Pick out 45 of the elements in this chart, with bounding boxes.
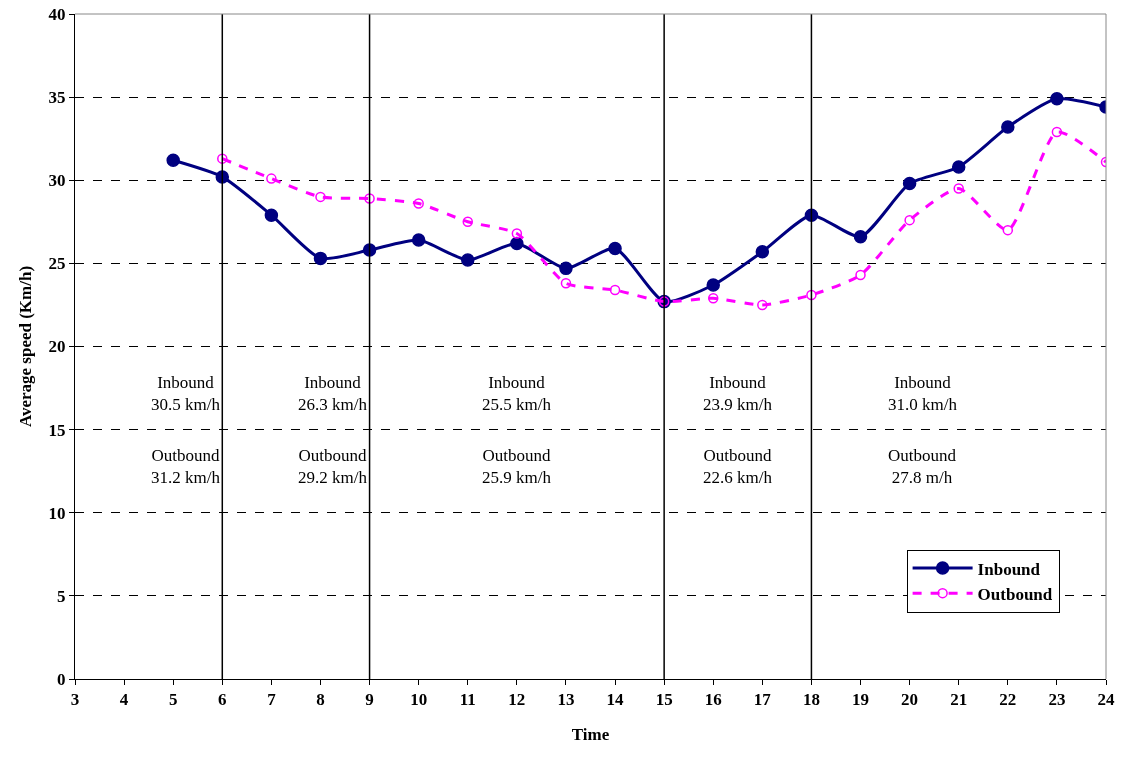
x-tick-label: 6 — [218, 690, 227, 710]
x-tick-label: 14 — [606, 690, 625, 710]
x-tick-label: 22 — [999, 690, 1017, 710]
x-tick-label: 4 — [119, 690, 129, 710]
y-tick-label: 30 — [48, 171, 66, 191]
annotation: Inbound 30.5 km/h — [151, 373, 221, 415]
annotation: Inbound 25.5 km/h — [482, 373, 552, 415]
y-tick-label: 35 — [48, 88, 66, 108]
x-tick-label: 23 — [1048, 690, 1066, 710]
x-tick-label: 13 — [557, 690, 575, 710]
y-tick-label: 10 — [48, 503, 66, 523]
x-tick-label: 3 — [70, 690, 80, 710]
y-tick-label: 15 — [48, 420, 66, 440]
x-tick-label: 8 — [316, 690, 325, 710]
x-tick-label: 21 — [950, 690, 968, 710]
annotation: Inbound 26.3 km/h — [298, 373, 368, 415]
y-axis-title: Average speed (Km/h) — [16, 265, 35, 428]
y-tick-label: 0 — [57, 669, 66, 689]
x-tick-label: 16 — [704, 690, 722, 710]
annotation: Outbound 25.9 km/h — [482, 446, 552, 488]
legend-label: Outbound — [977, 584, 1053, 604]
x-tick-label: 12 — [508, 690, 526, 710]
y-tick-label: 25 — [48, 254, 66, 274]
x-tick-label: 11 — [459, 690, 476, 710]
y-tick-label: 20 — [48, 337, 66, 357]
x-tick-label: 10 — [410, 690, 428, 710]
x-tick-label: 9 — [365, 690, 374, 710]
x-tick-label: 18 — [802, 690, 820, 710]
x-tick-label: 20 — [901, 690, 919, 710]
annotation: Outbound 27.8 m/h — [888, 446, 957, 488]
annotation: Outbound 22.6 km/h — [703, 446, 773, 488]
y-tick-label: 40 — [48, 4, 66, 24]
x-tick-label: 19 — [852, 690, 870, 710]
annotation: Inbound 31.0 km/h — [888, 373, 958, 415]
x-tick-label: 7 — [267, 690, 277, 710]
legend-label: Inbound — [977, 559, 1041, 579]
y-tick-label: 5 — [57, 586, 66, 606]
x-tick-label: 24 — [1097, 690, 1115, 710]
x-tick-label: 17 — [753, 690, 772, 710]
x-axis-title: Time — [571, 725, 610, 744]
annotation: Inbound 23.9 km/h — [703, 373, 773, 415]
annotation: Outbound 31.2 km/h — [151, 446, 221, 488]
x-tick-label: 15 — [655, 690, 673, 710]
annotation: Outbound 29.2 km/h — [298, 446, 368, 488]
x-tick-label: 5 — [168, 690, 178, 710]
